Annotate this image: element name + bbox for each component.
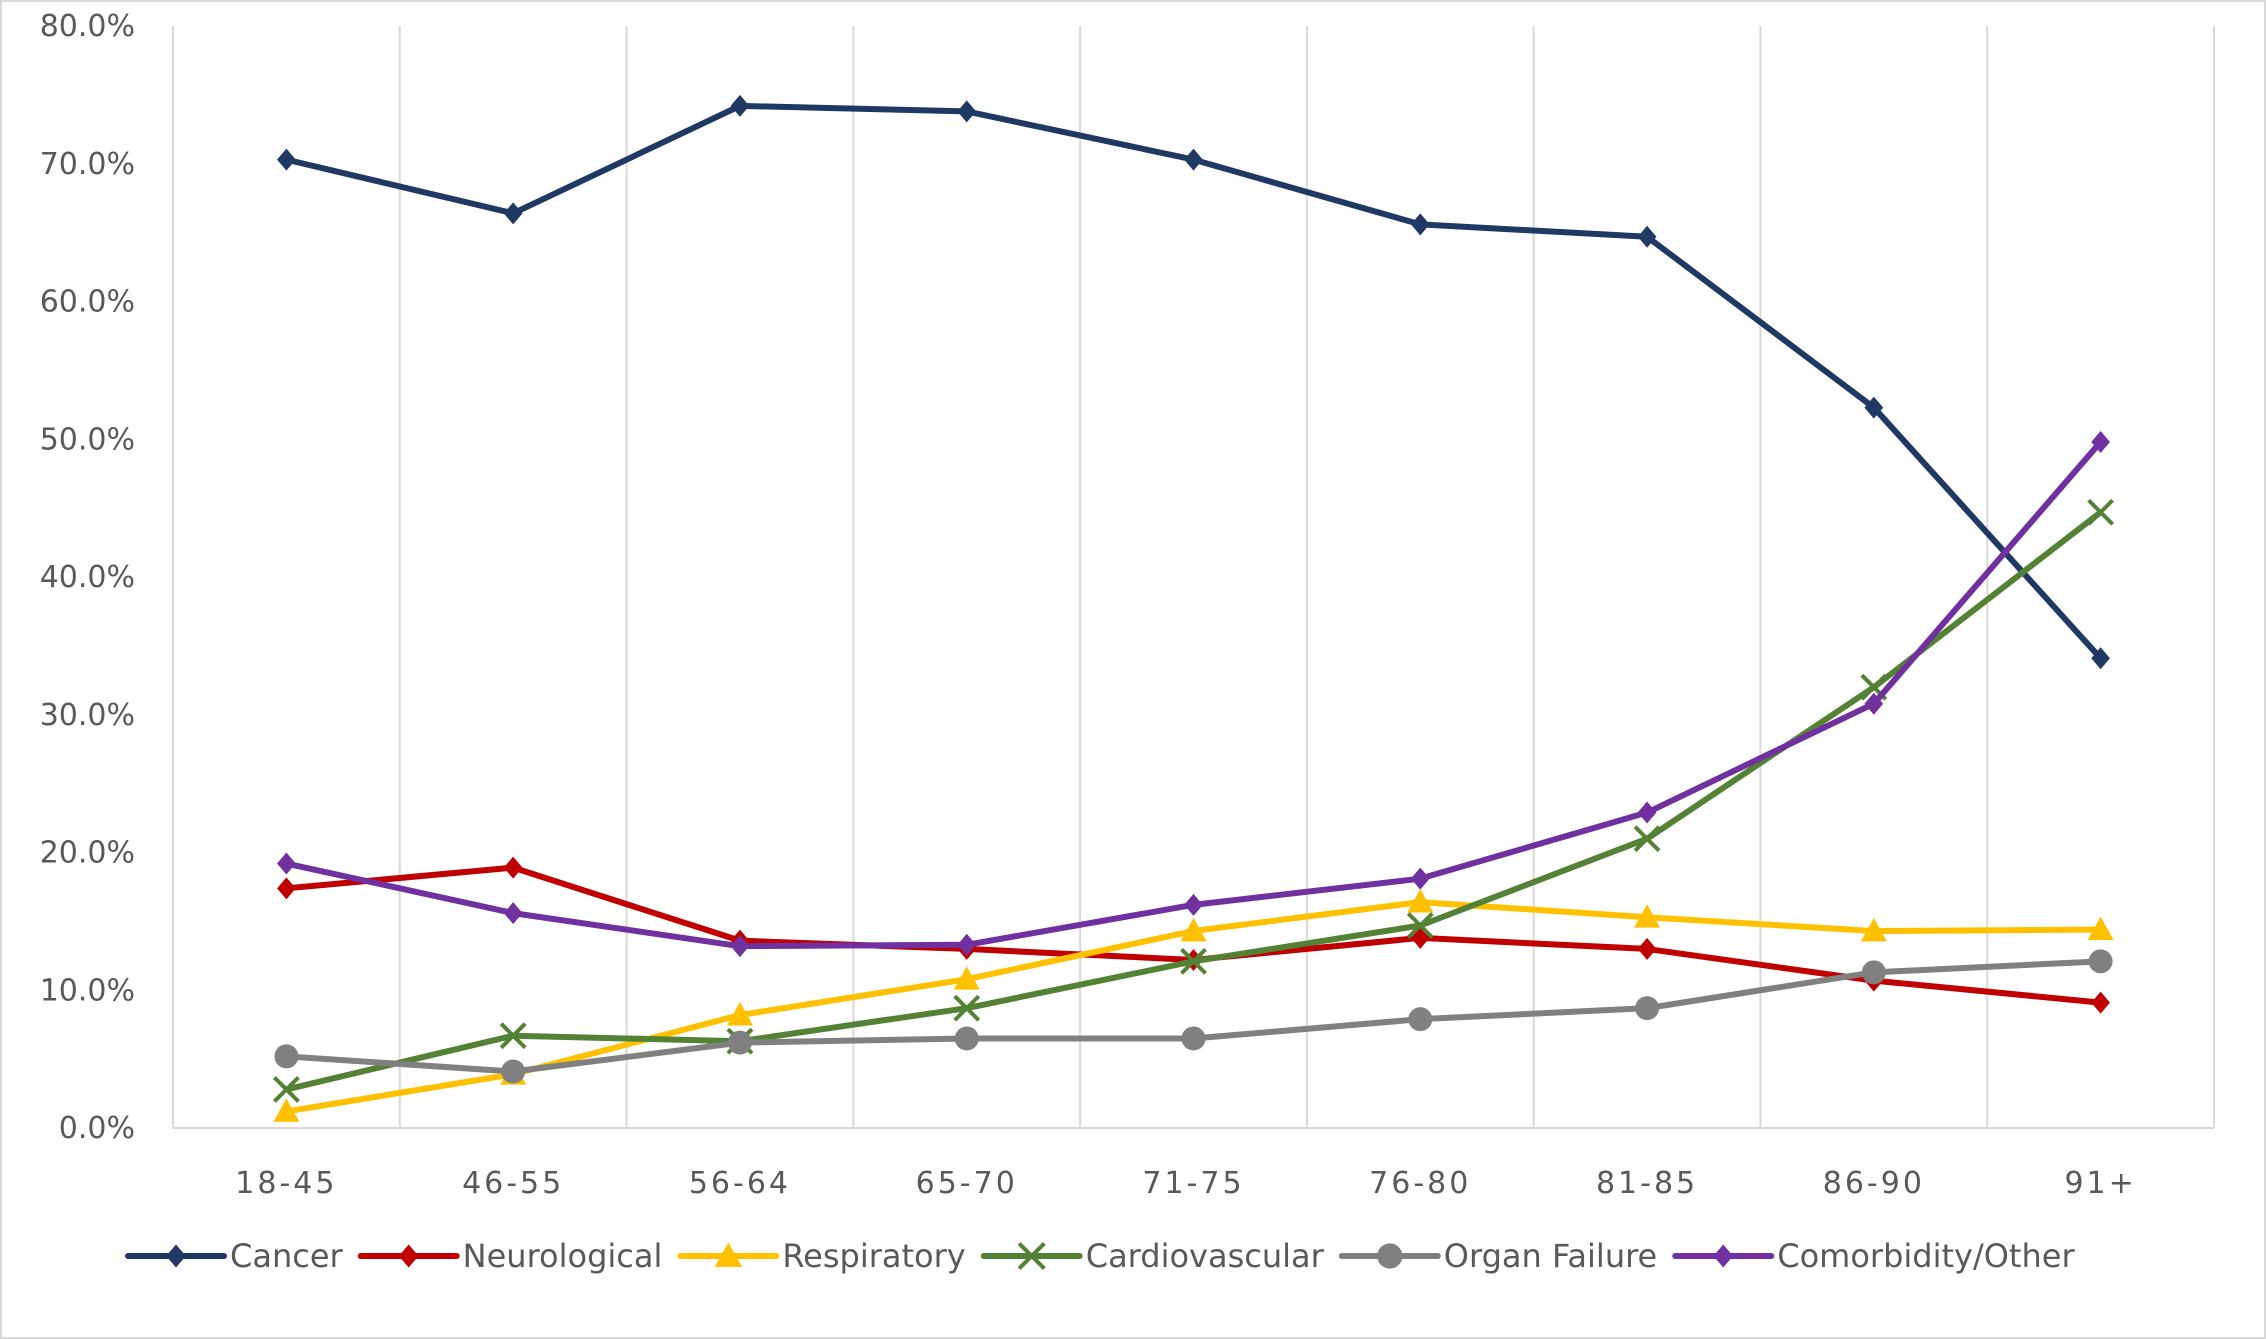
circle-marker bbox=[1408, 1007, 1433, 1032]
diamond-marker bbox=[277, 877, 296, 900]
circle-marker bbox=[501, 1059, 526, 1084]
x-marker bbox=[499, 1022, 527, 1050]
diamond-marker bbox=[1637, 801, 1657, 824]
diamond-marker bbox=[503, 202, 523, 225]
diamond-marker bbox=[166, 1244, 186, 1268]
x-marker bbox=[1017, 1241, 1046, 1271]
diamond-marker bbox=[277, 148, 296, 171]
circle-marker bbox=[1377, 1243, 1403, 1269]
y-tick-label: 30.0% bbox=[40, 698, 135, 733]
legend-label: Cancer bbox=[230, 1237, 344, 1275]
circle-marker bbox=[954, 1026, 979, 1051]
diamond-marker bbox=[1184, 893, 1203, 916]
series-comorbidity-other bbox=[277, 431, 2110, 958]
legend-label: Neurological bbox=[463, 1237, 663, 1275]
legend-item: Cancer bbox=[125, 1237, 344, 1275]
x-tick-label: 65-70 bbox=[916, 1166, 1018, 1201]
series-cancer bbox=[277, 94, 2110, 670]
x-tick-label: 18-45 bbox=[235, 1166, 337, 1201]
legend-item: Comorbidity/Other bbox=[1672, 1237, 2075, 1275]
diamond-marker bbox=[1410, 213, 1430, 236]
circle-marker bbox=[727, 1030, 752, 1055]
triangle-marker bbox=[953, 966, 980, 990]
legend-label: Organ Failure bbox=[1444, 1237, 1657, 1275]
diamond-marker bbox=[957, 100, 977, 123]
triangle-marker bbox=[1407, 889, 1434, 913]
diamond-marker bbox=[503, 902, 523, 925]
diamond-marker bbox=[1864, 396, 1884, 419]
diamond-marker bbox=[1864, 692, 1884, 715]
series-organ-failure bbox=[274, 949, 2113, 1084]
x-tick-label: 91+ bbox=[2064, 1166, 2136, 1201]
legend-item: Respiratory bbox=[677, 1237, 966, 1275]
y-tick-label: 40.0% bbox=[40, 560, 135, 595]
diamond-marker bbox=[957, 933, 977, 956]
triangle-marker bbox=[1180, 918, 1207, 942]
triangle-marker bbox=[1860, 918, 1887, 942]
x-tick-label: 86-90 bbox=[1823, 1166, 1925, 1201]
y-tick-label: 10.0% bbox=[40, 973, 135, 1008]
diamond-marker bbox=[2091, 431, 2110, 454]
x-tick-label: 56-64 bbox=[689, 1166, 791, 1201]
diamond-marker bbox=[1184, 148, 1203, 171]
legend-label: Cardiovascular bbox=[1086, 1237, 1325, 1275]
diamond-marker bbox=[503, 856, 523, 879]
triangle-marker bbox=[1634, 904, 1661, 928]
triangle-marker bbox=[714, 1242, 743, 1267]
x-tick-label: 71-75 bbox=[1142, 1166, 1244, 1201]
x-marker bbox=[953, 994, 981, 1022]
diamond-marker bbox=[1637, 225, 1657, 248]
x-marker bbox=[1633, 825, 1661, 853]
legend-label: Respiratory bbox=[782, 1237, 965, 1275]
legend-item: Cardiovascular bbox=[980, 1237, 1325, 1275]
x-marker bbox=[2087, 498, 2115, 526]
diamond-marker bbox=[730, 94, 750, 117]
triangle-marker bbox=[726, 1002, 753, 1026]
x-tick-label: 46-55 bbox=[462, 1166, 564, 1201]
circle-marker bbox=[274, 1044, 299, 1069]
diamond-marker bbox=[1637, 937, 1657, 960]
circle-marker bbox=[2088, 949, 2113, 974]
x-marker bbox=[1406, 912, 1434, 939]
x-marker bbox=[272, 1076, 300, 1103]
legend-item: Neurological bbox=[357, 1237, 663, 1275]
diamond-marker bbox=[1410, 867, 1430, 890]
triangle-marker bbox=[273, 1098, 300, 1122]
triangle-marker bbox=[2087, 916, 2114, 941]
diamond-marker bbox=[2091, 647, 2110, 670]
legend-label: Comorbidity/Other bbox=[1777, 1237, 2075, 1275]
x-tick-label: 81-85 bbox=[1596, 1166, 1698, 1201]
diamond-marker bbox=[730, 935, 750, 958]
circle-marker bbox=[1181, 1026, 1206, 1051]
x-tick-label: 76-80 bbox=[1369, 1166, 1471, 1201]
x-marker bbox=[1180, 947, 1207, 975]
y-tick-label: 80.0% bbox=[40, 9, 135, 44]
diamond-marker bbox=[277, 852, 296, 875]
circle-marker bbox=[1861, 960, 1886, 985]
y-tick-label: 70.0% bbox=[40, 147, 135, 182]
diamond-marker bbox=[1713, 1244, 1734, 1268]
y-tick-label: 50.0% bbox=[40, 422, 135, 457]
diamond-marker bbox=[2091, 991, 2110, 1014]
y-tick-label: 60.0% bbox=[40, 285, 135, 320]
y-tick-label: 20.0% bbox=[40, 836, 135, 871]
legend-item: Organ Failure bbox=[1338, 1237, 1657, 1275]
y-tick-label: 0.0% bbox=[59, 1111, 135, 1146]
diamond-marker bbox=[398, 1244, 419, 1268]
circle-marker bbox=[1635, 996, 1660, 1021]
